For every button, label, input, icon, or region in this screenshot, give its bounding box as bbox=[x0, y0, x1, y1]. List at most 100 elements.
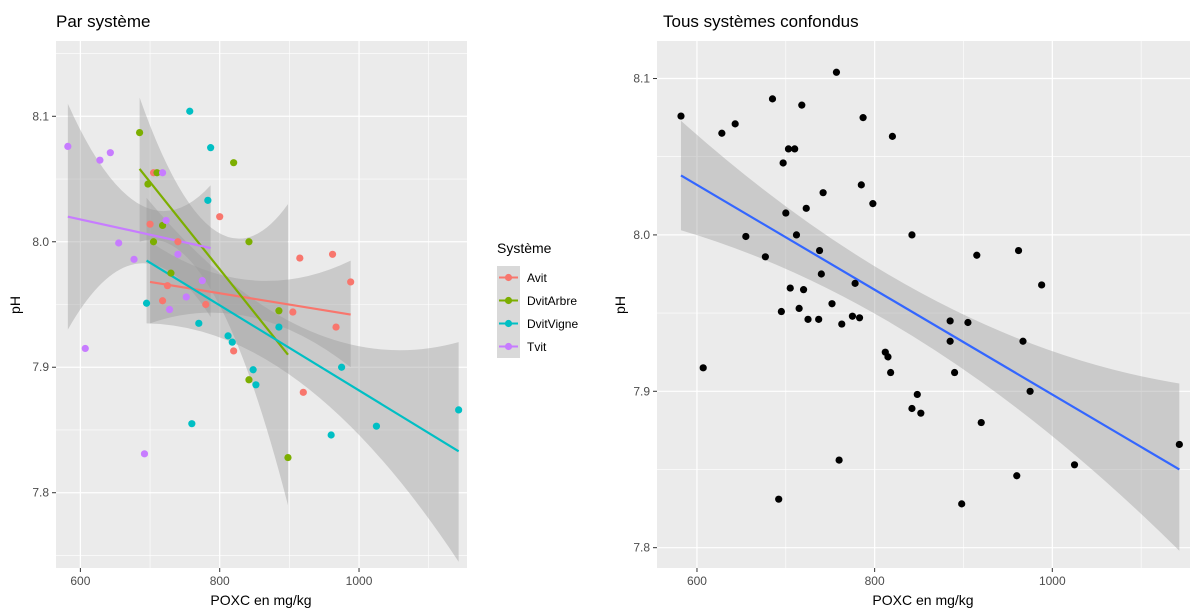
point-all bbox=[784, 145, 793, 153]
y-axis-title-right: pH bbox=[612, 296, 628, 314]
panel-par-systeme: Par système 7.8 7.9 8.0 8.1 600 800 1000 POXC… bbox=[7, 12, 467, 608]
point-all bbox=[908, 404, 916, 413]
point-tvit bbox=[106, 149, 114, 157]
confidence-band-avit bbox=[150, 241, 351, 368]
point-all bbox=[1026, 387, 1034, 395]
grid-right bbox=[657, 41, 1190, 568]
point-dvitarbre bbox=[284, 453, 292, 462]
point-avit bbox=[296, 254, 304, 262]
point-dvitvigne bbox=[207, 144, 215, 152]
point-all bbox=[775, 495, 783, 503]
point-all bbox=[851, 279, 859, 287]
fit-line-all bbox=[680, 174, 1180, 471]
point-dvitvigne bbox=[275, 323, 283, 331]
point-all bbox=[761, 253, 769, 261]
point-all bbox=[677, 112, 685, 120]
point-tvit bbox=[64, 142, 72, 150]
point-all bbox=[815, 246, 824, 255]
point-dvitvigne bbox=[142, 299, 151, 307]
legend-key-point bbox=[504, 296, 513, 305]
point-all bbox=[742, 232, 750, 241]
point-all bbox=[795, 304, 803, 313]
legend-items: Avit DvitArbre DvitVigne Tvit bbox=[497, 266, 578, 358]
point-all bbox=[1175, 440, 1183, 449]
point-all bbox=[908, 231, 916, 239]
x-tick-label: 1000 bbox=[346, 574, 373, 588]
x-tick-label: 1000 bbox=[1039, 574, 1066, 588]
point-all bbox=[946, 317, 954, 325]
y-axis-title-left: pH bbox=[7, 296, 23, 314]
point-dvitvigne bbox=[204, 196, 212, 204]
point-all bbox=[859, 114, 867, 122]
legend-label: DvitArbre bbox=[527, 294, 577, 308]
point-tvit bbox=[182, 293, 190, 301]
point-dvitvigne bbox=[252, 381, 260, 389]
y-ticks-left: 7.8 7.9 8.0 8.1 bbox=[32, 109, 56, 500]
point-tvit bbox=[140, 450, 149, 458]
confidence-band-right bbox=[680, 120, 1180, 551]
point-tvit bbox=[81, 344, 89, 353]
point-all bbox=[1070, 461, 1079, 469]
fit-line-dvitarbre bbox=[138, 168, 289, 356]
point-all bbox=[731, 120, 739, 128]
point-all bbox=[1038, 281, 1046, 289]
point-tvit bbox=[198, 277, 206, 285]
y-tick-label: 8.0 bbox=[32, 235, 49, 249]
x-tick-label: 800 bbox=[865, 574, 885, 588]
point-all bbox=[973, 251, 981, 259]
fit-lines-left bbox=[67, 168, 460, 453]
confidence-band-tvit bbox=[67, 103, 211, 330]
point-dvitvigne bbox=[249, 366, 257, 374]
x-tick-label: 800 bbox=[210, 574, 230, 588]
point-avit bbox=[230, 347, 238, 355]
point-dvitvigne bbox=[455, 406, 463, 414]
point-all bbox=[802, 204, 810, 212]
y-tick-label: 8.0 bbox=[633, 228, 650, 242]
point-all bbox=[917, 409, 925, 417]
point-avit bbox=[289, 308, 297, 316]
point-dvitvigne bbox=[327, 431, 335, 439]
point-dvitarbre bbox=[230, 159, 238, 167]
y-tick-label: 8.1 bbox=[633, 72, 650, 86]
x-tick-label: 600 bbox=[70, 574, 90, 588]
point-all bbox=[786, 284, 794, 292]
point-all bbox=[1019, 337, 1027, 345]
y-ticks-right: 7.8 7.9 8.0 8.1 bbox=[633, 72, 657, 555]
point-all bbox=[950, 368, 959, 377]
point-all bbox=[779, 159, 787, 167]
legend-key-point bbox=[504, 342, 513, 351]
legend: Système Avit DvitArbre DvitVigne Tvit bbox=[497, 240, 578, 358]
point-all bbox=[884, 353, 892, 361]
point-avit bbox=[347, 278, 355, 286]
point-dvitarbre bbox=[135, 128, 144, 137]
point-all bbox=[977, 418, 985, 427]
y-tick-label: 7.8 bbox=[633, 541, 650, 555]
chart-title-left: Par système bbox=[56, 12, 150, 31]
point-all bbox=[838, 320, 846, 328]
legend-item-dvitvigne: DvitVigne bbox=[497, 312, 578, 335]
chart-title-right: Tous systèmes confondus bbox=[663, 12, 859, 31]
y-tick-label: 7.9 bbox=[32, 360, 49, 374]
point-all bbox=[815, 315, 823, 323]
plot-area-right bbox=[657, 41, 1190, 568]
point-all bbox=[887, 368, 895, 377]
x-axis-title-right: POXC en mg/kg bbox=[872, 592, 973, 608]
point-all bbox=[799, 286, 808, 294]
point-tvit bbox=[96, 156, 104, 164]
point-avit bbox=[332, 323, 340, 331]
fit-line-tvit bbox=[67, 215, 211, 250]
point-all bbox=[699, 364, 707, 372]
point-all bbox=[964, 318, 972, 327]
point-dvitvigne bbox=[338, 363, 346, 371]
legend-label: Avit bbox=[527, 271, 547, 285]
point-all bbox=[913, 390, 921, 399]
y-tick-label: 8.1 bbox=[32, 109, 49, 123]
point-all bbox=[848, 312, 857, 320]
point-all bbox=[718, 129, 726, 137]
point-avit bbox=[163, 282, 172, 290]
fit-line-avit bbox=[149, 280, 351, 316]
points-right bbox=[677, 68, 1183, 508]
x-ticks-left: 600 800 1000 bbox=[70, 568, 373, 588]
point-avit bbox=[146, 220, 154, 228]
